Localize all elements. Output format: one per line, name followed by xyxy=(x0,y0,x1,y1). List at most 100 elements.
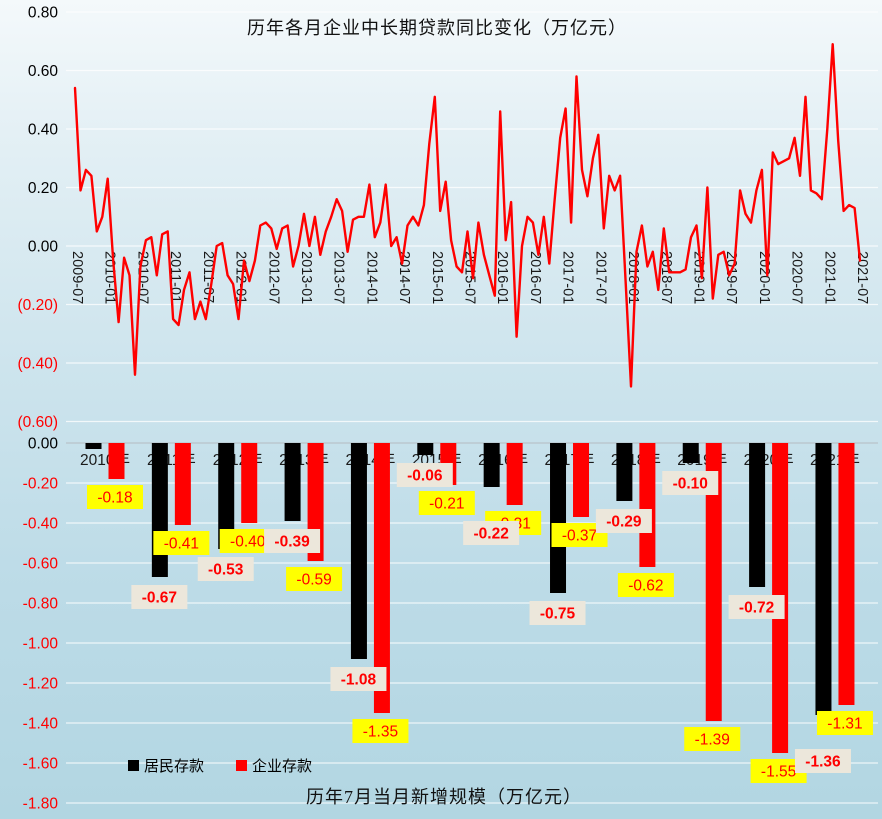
x-axis-tick-label: 2014-07 xyxy=(396,251,412,304)
legend-item-corporate-deposits: 企业存款 xyxy=(236,755,312,776)
bar-data-label-box xyxy=(684,727,741,751)
bar-data-label: -0.75 xyxy=(529,601,586,625)
y-axis-tick-label: 0.00 xyxy=(28,239,59,256)
bar-data-label: -0.72 xyxy=(728,595,785,619)
x-axis-tick-label: 2017-07 xyxy=(592,251,608,304)
x-axis-tick-label: 2012-07 xyxy=(265,251,281,304)
bar-data-label-box xyxy=(662,471,719,495)
bar-data-label-box xyxy=(197,557,254,581)
bar-data-label-text: -0.06 xyxy=(407,468,443,485)
bar-data-label-text: -0.67 xyxy=(142,590,177,607)
y-axis-tick-label: -1.40 xyxy=(23,716,59,733)
bar-resident-deposits xyxy=(350,443,367,659)
bar-resident-deposits xyxy=(284,443,301,521)
bar-corporate-deposits xyxy=(174,443,191,525)
y-axis-tick-label: -0.80 xyxy=(23,596,59,613)
x-axis-tick-label: 2016-07 xyxy=(527,251,543,304)
y-axis-tick-label: -0.40 xyxy=(23,516,59,533)
loan-yoy-change-line xyxy=(73,43,862,388)
bar-resident-deposits xyxy=(682,443,699,463)
bar-data-label-text: -1.39 xyxy=(695,732,730,749)
bar-data-label-text: -1.55 xyxy=(761,764,796,781)
corporate-deposits-swatch-icon xyxy=(236,760,248,771)
bar-resident-deposits xyxy=(218,443,235,549)
bar-data-label: -1.31 xyxy=(816,711,873,735)
bar-data-label-box xyxy=(264,529,321,553)
legend-item-resident-deposits: 居民存款 xyxy=(128,755,204,776)
bar-data-label-box xyxy=(396,463,453,487)
bar-data-label: -0.67 xyxy=(131,585,188,609)
bar-corporate-deposits xyxy=(838,443,855,705)
bar-data-label-text: -0.62 xyxy=(628,578,663,595)
bar-data-label: -0.62 xyxy=(617,573,674,597)
bar-data-label-box xyxy=(816,711,873,735)
bar-corporate-deposits xyxy=(108,443,125,479)
bar-chart-title: 历年7月当月新增规模（万亿元） xyxy=(306,787,582,807)
bar-corporate-deposits xyxy=(639,443,656,567)
x-axis-tick-label: 2021-07 xyxy=(854,251,870,304)
bar-data-label-text: -0.29 xyxy=(606,514,642,531)
bar-resident-deposits xyxy=(815,443,832,715)
bar-data-label: -0.10 xyxy=(662,471,719,495)
y-axis-tick-label: (0.40) xyxy=(18,356,59,373)
y-axis-tick-label: -1.80 xyxy=(23,796,59,813)
bar-chart-legend: 居民存款 企业存款 xyxy=(128,755,312,776)
bar-data-label-text: -0.59 xyxy=(296,572,331,589)
x-axis-tick-label: 2013-07 xyxy=(331,251,347,304)
bar-corporate-deposits xyxy=(506,443,523,505)
bar-data-label-box xyxy=(595,509,652,533)
bar-resident-deposits xyxy=(550,443,567,593)
bar-data-label: -0.29 xyxy=(595,509,652,533)
bar-resident-deposits xyxy=(151,443,168,577)
bar-resident-deposits xyxy=(616,443,633,501)
bar-data-label-text: -0.72 xyxy=(739,600,774,617)
line-chart-title: 历年各月企业中长期贷款同比变化（万亿元） xyxy=(247,18,627,38)
y-axis-tick-label: -0.60 xyxy=(23,556,59,573)
legend-label-resident-deposits: 居民存款 xyxy=(144,758,205,775)
y-axis-tick-label: -1.00 xyxy=(23,636,59,653)
bar-data-label-text: -0.39 xyxy=(274,534,310,551)
bar-data-label: -0.18 xyxy=(87,485,143,509)
resident-deposits-swatch-icon xyxy=(128,760,139,771)
bar-data-label: -0.22 xyxy=(463,521,520,545)
bar-data-label-text: -1.31 xyxy=(827,716,862,733)
x-axis-tick-label: 2020-01 xyxy=(756,251,772,304)
bar-data-label-box xyxy=(352,719,409,743)
bar-data-label-text: -0.37 xyxy=(562,528,597,545)
bar-data-label-box xyxy=(87,485,143,509)
bar-data-label-box xyxy=(286,567,343,591)
bar-data-label: -1.39 xyxy=(684,727,741,751)
y-axis-tick-label: -0.20 xyxy=(23,476,59,493)
bar-data-label-text: -0.75 xyxy=(540,606,576,623)
bar-resident-deposits xyxy=(483,443,500,487)
x-axis-tick-label: 2021-01 xyxy=(821,251,837,304)
x-axis-tick-label: 2011-07 xyxy=(200,251,216,303)
bar-corporate-deposits xyxy=(373,443,390,713)
bar-data-label-box xyxy=(418,491,475,515)
bar-data-label-box xyxy=(794,749,851,773)
bar-corporate-deposits xyxy=(705,443,722,721)
bar-data-label: -1.35 xyxy=(352,719,409,743)
bar-data-label-text: -0.18 xyxy=(97,490,132,507)
bar-data-label: -0.06 xyxy=(396,463,453,487)
bar-data-label-box xyxy=(529,601,586,625)
bar-data-label-text: -0.22 xyxy=(473,526,508,543)
x-axis-tick-label: 2009-07 xyxy=(69,251,85,304)
bar-corporate-deposits xyxy=(573,443,590,517)
bar-chart-panel: 0.00 -0.20 -0.40 -0.60 -0.80 -1.00 -1.20 -1.40 -… xyxy=(0,433,882,819)
bar-data-label-text: -0.21 xyxy=(429,496,464,513)
y-axis-tick-label: (0.60) xyxy=(18,414,59,431)
bar-data-label: -0.41 xyxy=(153,531,210,555)
bar-corporate-deposits xyxy=(241,443,258,523)
bar-data-label: -0.53 xyxy=(197,557,254,581)
x-axis-tick-label: 2015-01 xyxy=(429,251,445,304)
bar-data-label-text: -0.40 xyxy=(230,534,266,551)
x-axis-tick-label: 2020-07 xyxy=(789,251,805,304)
bar-resident-deposits xyxy=(85,443,102,449)
bar-data-label-box xyxy=(728,595,785,619)
bar-data-label-text: -1.08 xyxy=(341,672,377,689)
bar-data-label-text: -0.10 xyxy=(673,476,708,493)
y-axis-tick-label: 0.20 xyxy=(28,180,59,197)
bar-data-label-text: -0.53 xyxy=(208,562,244,579)
x-axis-tick-label: 2014-01 xyxy=(363,251,379,304)
